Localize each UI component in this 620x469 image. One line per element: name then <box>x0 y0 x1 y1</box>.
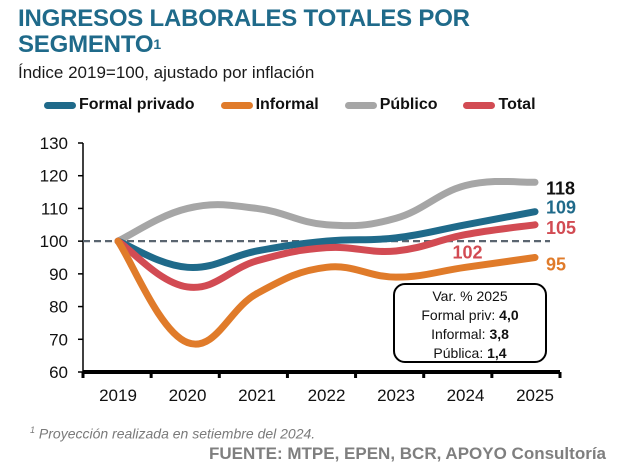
point-annotation-0: 102 <box>452 243 482 263</box>
series-lines <box>114 177 539 348</box>
x-tick-label: 2020 <box>169 386 207 405</box>
annotation-row-formal: Formal priv: 4,0 <box>395 306 545 325</box>
legend-swatch-formal-privado <box>44 101 76 109</box>
y-tick-label: 70 <box>49 330 68 349</box>
axes: 60 70 80 90 100 110 120 130 2019 2020 2021 2022 2023… <box>40 134 562 405</box>
x-tick-label: 2019 <box>99 386 137 405</box>
annotation-label-informal: Informal: <box>431 326 486 342</box>
y-tick-label: 120 <box>40 167 68 186</box>
annotation-label-formal: Formal priv: <box>421 307 496 323</box>
x-tick-label: 2025 <box>516 386 554 405</box>
y-tick-label: 130 <box>40 134 68 153</box>
legend-label-formal-privado: Formal privado <box>79 96 195 113</box>
end-label-1: 95 <box>546 255 566 275</box>
title-footnote-marker: 1 <box>153 36 161 52</box>
annotation-value-informal: 3,8 <box>489 326 509 342</box>
y-tick-label: 100 <box>40 232 68 251</box>
legend-label-informal: Informal <box>255 96 319 113</box>
end-label-3: 105 <box>546 218 576 238</box>
footnote-marker: 1 <box>30 425 36 435</box>
legend-item-informal: Informal <box>220 96 319 114</box>
annotation-row-informal: Informal: 3,8 <box>395 325 545 344</box>
source-note: FUENTE: MTPE, EPEN, BCR, APOYO Consultor… <box>208 444 606 463</box>
x-tick-label: 2024 <box>447 386 485 405</box>
series-line-formal-privado <box>114 208 539 271</box>
y-tick-label: 110 <box>41 199 68 218</box>
x-tick-label: 2022 <box>308 386 346 405</box>
x-tick-label: 2023 <box>377 386 415 405</box>
annotation-value-publica: 1,4 <box>487 345 507 361</box>
end-label-0: 109 <box>546 198 576 218</box>
variation-annotation-box: Var. % 2025 Formal priv: 4,0 Informal: 3… <box>393 283 547 363</box>
y-tick-label: 90 <box>49 265 68 284</box>
legend-swatch-publico <box>344 101 377 109</box>
legend-label-total: Total <box>498 96 536 113</box>
chart-title: INGRESOS LABORALES TOTALES POR SEGMENTO1 <box>18 6 578 58</box>
chart-subtitle: Índice 2019=100, ajustado por inflación <box>18 63 315 82</box>
legend-item-total: Total <box>463 96 536 114</box>
chart-title-text: INGRESOS LABORALES TOTALES POR SEGMENTO <box>18 5 470 58</box>
x-tick-label: 2021 <box>238 386 276 405</box>
annotation-label-publica: Pública: <box>433 345 484 361</box>
legend-swatch-total <box>463 101 496 109</box>
data-labels: 109 95 118 105 102 <box>452 178 576 274</box>
annotation-row-publica: Pública: 1,4 <box>395 344 545 363</box>
legend: Formal privado Informal Público Total <box>44 94 562 116</box>
legend-item-formal-privado: Formal privado <box>44 96 195 114</box>
annotation-value-formal: 4,0 <box>499 307 519 323</box>
series-line-informal <box>114 237 539 348</box>
series-line-total <box>114 221 539 291</box>
legend-swatch-informal <box>220 101 253 109</box>
series-line-publico <box>114 177 539 245</box>
footnote: 1 Proyección realizada en setiembre del … <box>30 425 315 442</box>
legend-label-publico: Público <box>379 96 438 113</box>
end-label-2: 118 <box>546 178 575 198</box>
y-tick-label: 60 <box>49 363 68 382</box>
y-tick-label: 80 <box>49 298 68 317</box>
footnote-text: Proyección realizada en setiembre del 20… <box>38 425 316 442</box>
annotation-title: Var. % 2025 <box>432 288 508 304</box>
legend-item-publico: Público <box>344 96 438 114</box>
